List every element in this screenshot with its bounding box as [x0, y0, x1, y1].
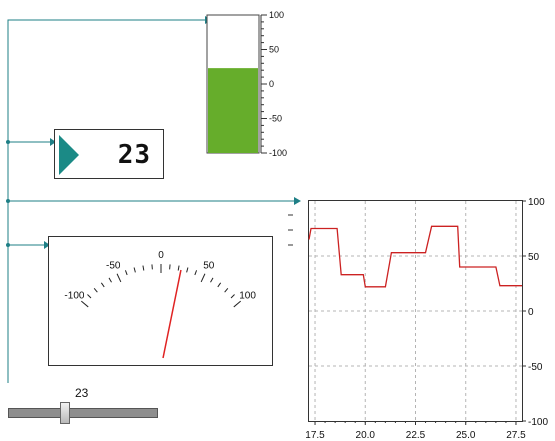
gauge-tick: [217, 282, 222, 288]
tank-tick-label: -50: [269, 114, 282, 124]
chart-ytick-label: 50: [528, 252, 540, 263]
analog-gauge: -100 -50 0 50 100: [48, 236, 273, 366]
gauge-tick: [194, 270, 198, 276]
slider-track[interactable]: [8, 408, 158, 418]
gauge-tick-label: 100: [239, 290, 256, 301]
chart-xtick-label: 17.5: [305, 430, 325, 441]
gauge-tick: [81, 300, 89, 308]
tank-indicator: 100 50 0 -50 -100: [206, 10, 287, 158]
gauge-tick: [224, 288, 229, 293]
gauge-tick-label: -100: [64, 290, 84, 301]
gauge-tick: [108, 277, 112, 283]
gauge-tick-label: 50: [203, 261, 215, 272]
display-value: 23: [117, 140, 151, 170]
gauge-tick: [177, 265, 180, 271]
gauge-tick: [142, 265, 145, 271]
gauge-tick: [100, 282, 105, 288]
chart-ytick-label: 0: [528, 307, 534, 318]
gauge-tick: [116, 273, 122, 283]
tank-tick-label: 0: [269, 79, 274, 89]
gauge-needle: [162, 269, 182, 359]
gauge-frame: [48, 236, 273, 366]
tank-fill: [208, 68, 258, 153]
chart-ytick-label: -50: [528, 362, 543, 373]
line-chart: 100 50 0 -50 -100 17.5 20.0 22.5 25.0 27.5: [288, 197, 548, 441]
gauge-tick: [93, 288, 98, 293]
chart-xtick-label: 22.5: [406, 430, 426, 441]
tank-tick-label: -100: [269, 148, 287, 158]
numeric-display: 23: [54, 129, 164, 179]
chart-ytick-label: -100: [528, 417, 548, 428]
gauge-tick: [186, 267, 189, 273]
slider-value-label: 23: [75, 386, 89, 400]
gauge-tick: [200, 273, 206, 283]
chart-xtick-label: 20.0: [356, 430, 376, 441]
slider-thumb[interactable]: [60, 402, 71, 424]
gauge-tick: [233, 300, 241, 308]
chart-series-line: [308, 225, 522, 288]
gauge-tick: [124, 270, 128, 276]
tank-tick-label: 50: [269, 45, 279, 55]
gauge-tick: [210, 277, 214, 283]
tank-tick-label: 100: [269, 10, 284, 20]
play-arrow-icon: [59, 135, 79, 175]
gauge-tick-label: -50: [106, 261, 121, 272]
gauge-tick-label: 0: [158, 250, 164, 261]
chart-ytick-label: 100: [528, 197, 545, 208]
gauge-tick: [87, 294, 92, 299]
chart-xtick-label: 27.5: [506, 430, 526, 441]
chart-xtick-label: 25.0: [456, 430, 476, 441]
gauge-tick: [133, 267, 136, 273]
gauge-tick: [230, 294, 235, 299]
